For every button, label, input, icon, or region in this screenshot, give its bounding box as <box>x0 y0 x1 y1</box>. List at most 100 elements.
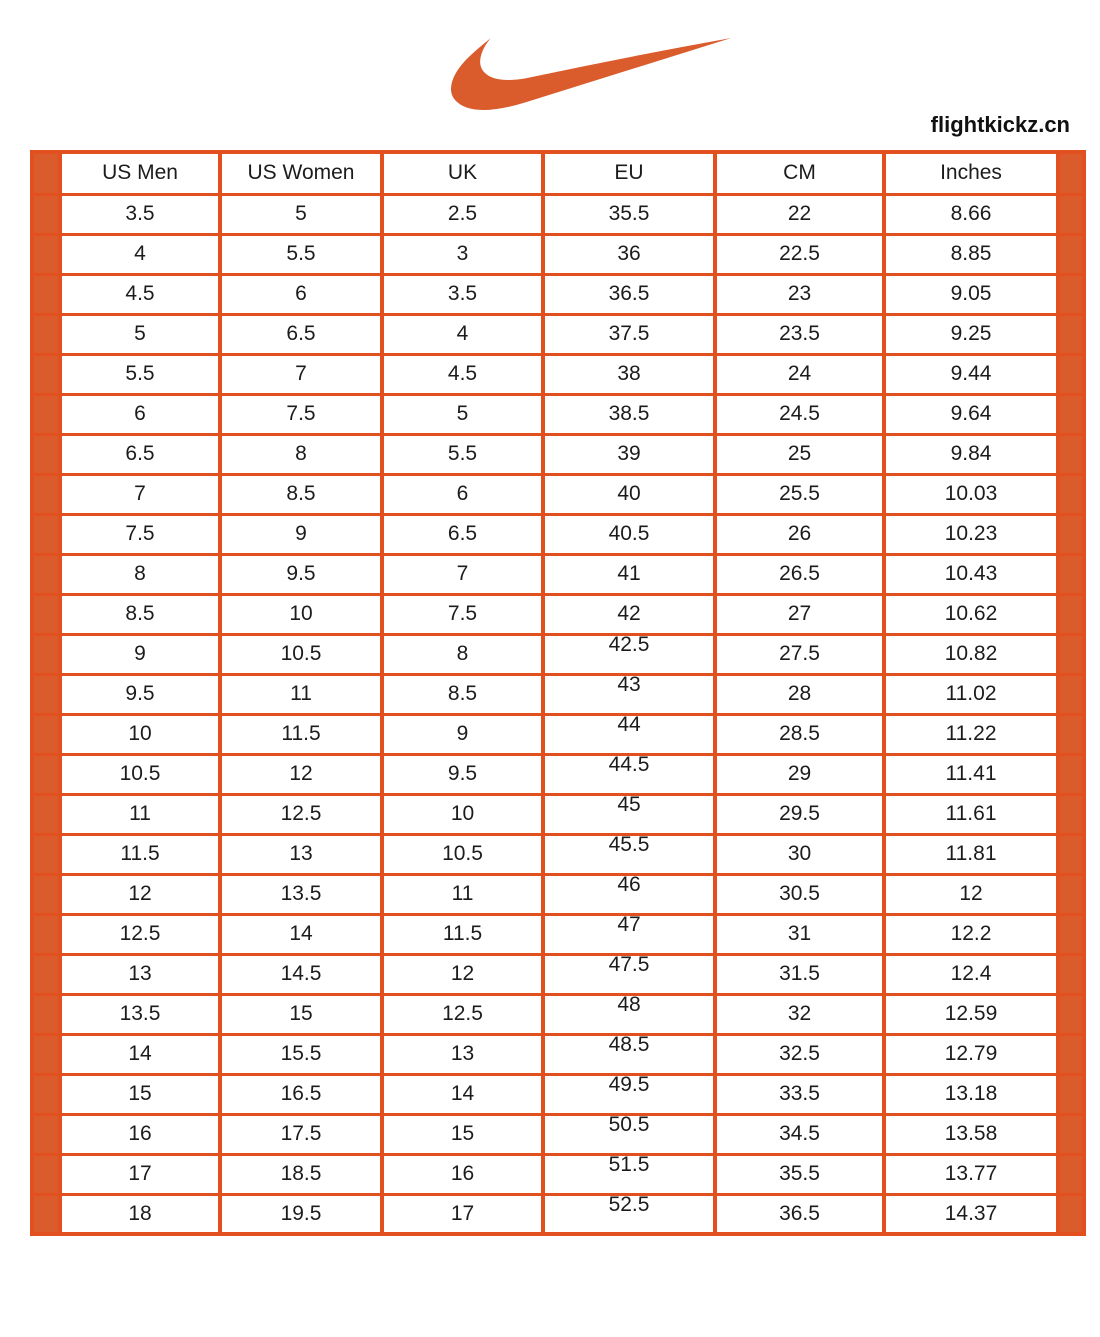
table-cell: 11 <box>380 872 545 916</box>
table-cell: 12 <box>882 872 1060 916</box>
table-cell: 26.5 <box>713 552 886 596</box>
table-cell: 5.5 <box>58 352 222 396</box>
table-row: 15 16.5 14 49.5 33.5 13.18 <box>30 1072 1086 1116</box>
table-cell: 26 <box>713 512 886 556</box>
left-accent-bar <box>30 712 62 756</box>
table-cell: 30.5 <box>713 872 886 916</box>
left-accent-bar <box>30 992 62 1036</box>
table-cell: 19.5 <box>218 1192 384 1236</box>
table-cell: 11.5 <box>218 712 384 756</box>
table-cell: 5 <box>218 192 384 236</box>
table-row: 6.5 8 5.5 39 25 9.84 <box>30 432 1086 476</box>
table-cell: 13.18 <box>882 1072 1060 1116</box>
left-accent-bar <box>30 1192 62 1236</box>
table-row: 11.5 13 10.5 45.5 30 11.81 <box>30 832 1086 876</box>
column-header-uk: UK <box>380 150 545 196</box>
table-cell: 38.5 <box>541 392 717 436</box>
table-cell: 2.5 <box>380 192 545 236</box>
table-cell: 25.5 <box>713 472 886 516</box>
table-cell: 7 <box>58 472 222 516</box>
table-cell: 45.5 <box>541 832 717 876</box>
table-cell: 14 <box>58 1032 222 1076</box>
table-cell: 4.5 <box>380 352 545 396</box>
table-cell: 23 <box>713 272 886 316</box>
left-accent-bar <box>30 392 62 436</box>
right-accent-bar <box>1056 472 1086 516</box>
table-cell: 7.5 <box>380 592 545 636</box>
nike-swoosh-icon <box>451 38 732 110</box>
table-cell: 27.5 <box>713 632 886 676</box>
table-cell: 5 <box>380 392 545 436</box>
left-accent-bar <box>30 752 62 796</box>
table-cell: 10.5 <box>380 832 545 876</box>
table-row: 13 14.5 12 47.5 31.5 12.4 <box>30 952 1086 996</box>
table-cell: 50.5 <box>541 1112 717 1156</box>
column-header-cm: CM <box>713 150 886 196</box>
table-cell: 10.5 <box>218 632 384 676</box>
table-cell: 11.02 <box>882 672 1060 716</box>
left-accent-bar <box>30 1072 62 1116</box>
table-cell: 35.5 <box>713 1152 886 1196</box>
left-accent-bar <box>30 592 62 636</box>
right-accent-bar <box>1056 1032 1086 1076</box>
right-accent-bar <box>1056 672 1086 716</box>
table-row: 17 18.5 16 51.5 35.5 13.77 <box>30 1152 1086 1196</box>
table-cell: 4 <box>58 232 222 276</box>
left-accent-bar <box>30 1152 62 1196</box>
table-cell: 32 <box>713 992 886 1036</box>
table-cell: 22.5 <box>713 232 886 276</box>
right-accent-bar <box>1056 392 1086 436</box>
right-accent-bar <box>1056 952 1086 996</box>
table-cell: 29 <box>713 752 886 796</box>
table-cell: 8 <box>380 632 545 676</box>
table-cell: 22 <box>713 192 886 236</box>
table-cell: 7 <box>380 552 545 596</box>
right-accent-bar <box>1056 792 1086 836</box>
table-row: 9 10.5 8 42.5 27.5 10.82 <box>30 632 1086 676</box>
left-accent-bar <box>30 472 62 516</box>
right-accent-bar <box>1056 1112 1086 1156</box>
left-accent-bar <box>30 352 62 396</box>
table-body: 3.5 5 2.5 35.5 22 8.66 4 5.5 3 36 22.5 8.85 4.5 6 3.5 3… <box>30 192 1086 1236</box>
table-cell: 7.5 <box>218 392 384 436</box>
table-cell: 51.5 <box>541 1152 717 1196</box>
table-cell: 10 <box>380 792 545 836</box>
right-accent-bar <box>1056 272 1086 316</box>
table-cell: 12.2 <box>882 912 1060 956</box>
right-accent-bar <box>1056 752 1086 796</box>
table-cell: 9.25 <box>882 312 1060 356</box>
left-accent-bar <box>30 150 62 196</box>
table-cell: 31.5 <box>713 952 886 996</box>
right-accent-bar <box>1056 592 1086 636</box>
right-accent-bar <box>1056 1192 1086 1236</box>
table-cell: 8 <box>218 432 384 476</box>
table-cell: 7.5 <box>58 512 222 556</box>
table-cell: 40 <box>541 472 717 516</box>
table-cell: 9.84 <box>882 432 1060 476</box>
table-cell: 5 <box>58 312 222 356</box>
table-cell: 12 <box>58 872 222 916</box>
table-cell: 25 <box>713 432 886 476</box>
table-cell: 11 <box>218 672 384 716</box>
table-cell: 6 <box>380 472 545 516</box>
table-cell: 11.41 <box>882 752 1060 796</box>
table-cell: 38 <box>541 352 717 396</box>
table-cell: 28.5 <box>713 712 886 756</box>
table-cell: 42.5 <box>541 632 717 676</box>
table-cell: 31 <box>713 912 886 956</box>
table-cell: 6 <box>58 392 222 436</box>
left-accent-bar <box>30 272 62 316</box>
left-accent-bar <box>30 832 62 876</box>
table-cell: 10.43 <box>882 552 1060 596</box>
table-cell: 10.03 <box>882 472 1060 516</box>
table-cell: 14.37 <box>882 1192 1060 1236</box>
table-cell: 12 <box>380 952 545 996</box>
table-row: 12.5 14 11.5 47 31 12.2 <box>30 912 1086 956</box>
column-header-us-men: US Men <box>58 150 222 196</box>
left-accent-bar <box>30 632 62 676</box>
table-cell: 5.5 <box>380 432 545 476</box>
table-cell: 10.82 <box>882 632 1060 676</box>
table-cell: 13.5 <box>58 992 222 1036</box>
table-cell: 24 <box>713 352 886 396</box>
table-cell: 18 <box>58 1192 222 1236</box>
